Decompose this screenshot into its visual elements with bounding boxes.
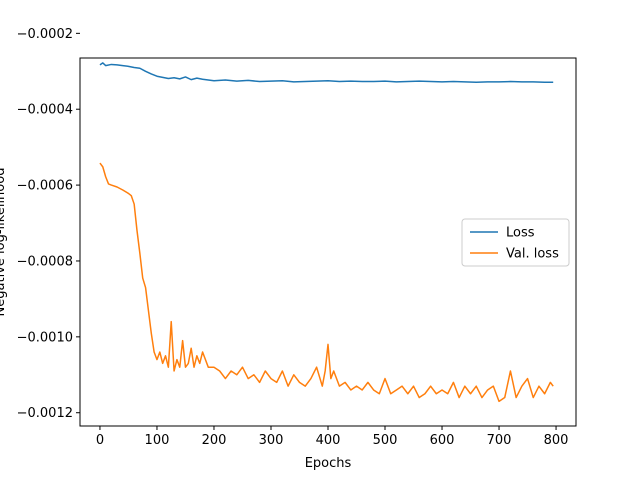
legend: Loss Val. loss xyxy=(461,218,570,267)
x-tick-label: 500 xyxy=(373,433,398,448)
x-tick-label: 200 xyxy=(202,433,227,448)
x-tick-label: 800 xyxy=(544,433,569,448)
legend-label-0: Loss xyxy=(506,226,535,241)
legend-box xyxy=(461,218,570,267)
series-layer xyxy=(99,62,554,403)
y-axis: −0.0012 −0.0010 −0.0008 −0.0006 −0.0004 −0.00… xyxy=(17,27,80,421)
y-tick-label: −0.0008 xyxy=(17,254,73,269)
legend-label-1: Val. loss xyxy=(506,247,559,262)
series-line-1 xyxy=(99,162,554,403)
x-tick-label: 0 xyxy=(96,433,104,448)
x-axis: 0 100 200 300 400 500 600 700 800 xyxy=(96,426,569,448)
x-tick-label: 600 xyxy=(430,433,455,448)
y-tick-label: −0.0006 xyxy=(17,179,73,194)
y-tick-label: −0.0012 xyxy=(17,406,73,421)
x-tick-label: 300 xyxy=(259,433,284,448)
x-tick-label: 100 xyxy=(145,433,170,448)
y-axis-label: Negative log-likelihood xyxy=(0,168,8,317)
y-tick-label: −0.0010 xyxy=(17,330,73,345)
x-tick-label: 400 xyxy=(316,433,341,448)
x-axis-label: Epochs xyxy=(305,456,352,471)
series-line-0 xyxy=(99,62,554,84)
x-tick-label: 700 xyxy=(487,433,512,448)
y-tick-label: −0.0004 xyxy=(17,103,73,118)
y-tick-label: −0.0002 xyxy=(17,27,73,42)
